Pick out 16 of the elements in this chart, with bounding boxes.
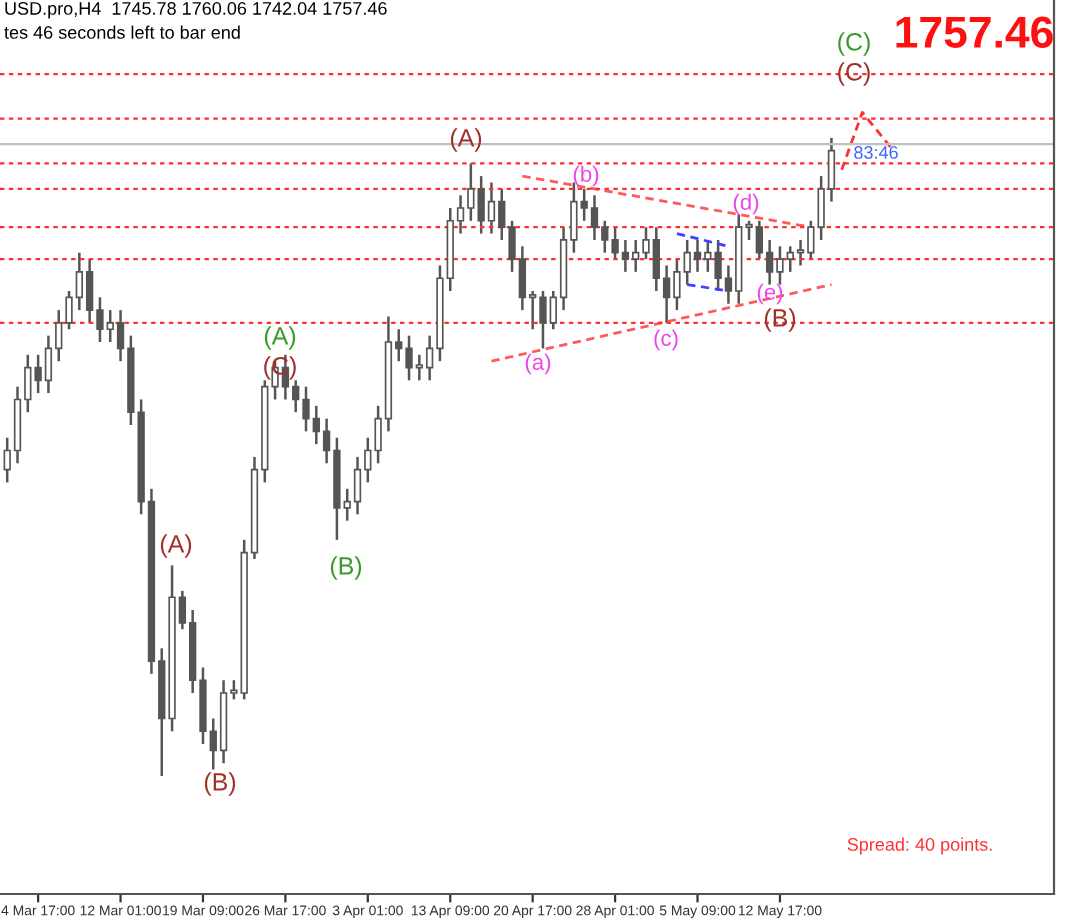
text: (C)	[838, 32, 870, 56]
annotation: (c)	[654, 329, 678, 351]
text: USD.pro,H4 1745.78 1760.06 1742.04 1757.46	[5, 2, 387, 19]
annotation: (A)	[450, 128, 482, 152]
annotation: (A)	[160, 534, 192, 558]
annotation: (B)	[330, 556, 362, 580]
annotation: 83:46	[854, 146, 898, 159]
annotation: (a)	[525, 353, 551, 375]
annotation: (A)	[264, 326, 296, 350]
annotation: (B)	[204, 772, 236, 796]
annotation: (d)	[733, 193, 759, 215]
text: 1757.46	[896, 16, 1053, 48]
text: tes 46 seconds left to bar end	[4, 25, 240, 39]
text: (C)	[838, 62, 870, 86]
annotation: (b)	[573, 165, 599, 187]
text: Spread: 40 points.	[847, 837, 992, 855]
